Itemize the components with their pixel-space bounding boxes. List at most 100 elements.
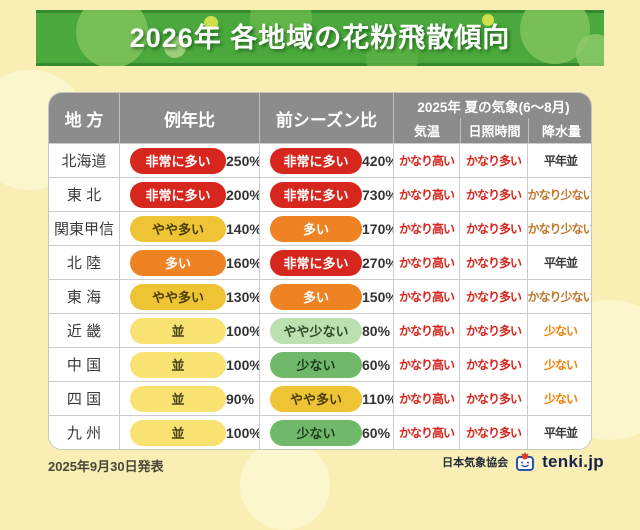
- pollen-level-pill: 並: [130, 385, 226, 412]
- temperature-cell: かなり高い: [393, 246, 459, 279]
- temperature-cell: かなり高い: [393, 314, 459, 347]
- temperature-cell: かなり高い: [393, 416, 459, 449]
- pollen-level-pill: やや多い: [130, 215, 226, 242]
- precipitation-cell: 少ない: [527, 314, 591, 347]
- vs-prev-percent: 110%: [362, 390, 393, 407]
- table-row: 北海道 非常に多い 250% 非常に多い 420% かなり高い かなり多い 平年…: [49, 143, 591, 177]
- vs-average-percent: 160%: [226, 254, 259, 271]
- vs-prev-percent: 420%: [362, 152, 393, 169]
- vs-average-cell: 多い 160%: [119, 246, 259, 279]
- sunshine-cell: かなり多い: [459, 382, 527, 415]
- temperature-cell: かなり高い: [393, 382, 459, 415]
- title-banner: 2026年 各地域の花粉飛散傾向: [36, 10, 604, 66]
- table-row: 四 国 並 90% やや多い 110% かなり高い かなり多い 少ない: [49, 381, 591, 415]
- sunshine-cell: かなり多い: [459, 416, 527, 449]
- header-region: 地 方: [64, 110, 104, 130]
- region-name: 関東甲信: [53, 221, 114, 238]
- vs-average-percent: 250%: [226, 152, 259, 169]
- region-name: 四 国: [66, 391, 102, 408]
- temperature-cell: かなり高い: [393, 280, 459, 313]
- table-header: 地 方 例年比 前シーズン比 2025年 夏の気象(6〜8月) 気温 日照時間 …: [49, 93, 591, 143]
- precipitation-cell: 平年並: [527, 416, 591, 449]
- sunshine-cell: かなり多い: [459, 348, 527, 381]
- pollen-level-pill: 非常に多い: [270, 147, 362, 174]
- temperature-cell: かなり高い: [393, 144, 459, 177]
- sunshine-cell: かなり多い: [459, 246, 527, 279]
- header-sunshine: 日照時間: [460, 118, 528, 143]
- region-name: 東 海: [66, 289, 102, 306]
- pollen-level-pill: 多い: [270, 215, 362, 242]
- region-name: 九 州: [66, 425, 102, 442]
- brand-name: tenki.jp: [542, 452, 604, 471]
- region-name: 中 国: [66, 357, 102, 374]
- vs-prev-percent: 150%: [362, 288, 393, 305]
- vs-prev-percent: 60%: [362, 424, 391, 441]
- vs-prev-season-cell: やや多い 110%: [259, 382, 393, 415]
- precipitation-cell: かなり少ない: [527, 212, 591, 245]
- sunshine-cell: かなり多い: [459, 314, 527, 347]
- pollen-level-pill: 多い: [270, 283, 362, 310]
- vs-average-cell: 並 90%: [119, 382, 259, 415]
- vs-prev-season-cell: 非常に多い 730%: [259, 178, 393, 211]
- pollen-level-pill: 並: [130, 317, 226, 344]
- precipitation-cell: 平年並: [527, 144, 591, 177]
- header-precipitation: 降水量: [528, 118, 591, 143]
- page-title: 2026年 各地域の花粉飛散傾向: [129, 23, 511, 53]
- pollen-level-pill: 非常に多い: [270, 181, 362, 208]
- vs-prev-season-cell: 多い 150%: [259, 280, 393, 313]
- region-name: 近 畿: [66, 323, 102, 340]
- pollen-level-pill: 非常に多い: [270, 249, 362, 276]
- banner-decoration-circle: [76, 10, 148, 66]
- vs-prev-percent: 60%: [362, 356, 391, 373]
- vs-prev-season-cell: やや少ない 80%: [259, 314, 393, 347]
- header-summer-weather-group: 2025年 夏の気象(6〜8月) 気温 日照時間 降水量: [393, 93, 591, 143]
- vs-prev-season-cell: 少ない 60%: [259, 348, 393, 381]
- publish-date: 2025年9月30日発表: [48, 459, 164, 474]
- pollen-level-pill: やや少ない: [270, 317, 362, 344]
- precipitation-cell: かなり少ない: [527, 280, 591, 313]
- vs-prev-percent: 80%: [362, 322, 391, 339]
- background-decoration-dot: [240, 440, 330, 530]
- vs-average-percent: 140%: [226, 220, 259, 237]
- vs-prev-percent: 170%: [362, 220, 393, 237]
- vs-prev-percent: 730%: [362, 186, 393, 203]
- pollen-level-pill: やや多い: [130, 283, 226, 310]
- banner-decoration-circle: [164, 36, 186, 58]
- vs-prev-season-cell: 多い 170%: [259, 212, 393, 245]
- vs-average-percent: 130%: [226, 288, 259, 305]
- vs-average-cell: 並 100%: [119, 314, 259, 347]
- banner-decoration-circle: [366, 32, 418, 66]
- region-name: 東 北: [66, 187, 102, 204]
- region-name: 北 陸: [66, 255, 102, 272]
- pollen-level-pill: 並: [130, 419, 226, 446]
- banner-decoration-circle: [576, 34, 604, 66]
- sunshine-cell: かなり多い: [459, 144, 527, 177]
- table-row: 近 畿 並 100% やや少ない 80% かなり高い かなり多い 少ない: [49, 313, 591, 347]
- banner-decoration-circle: [482, 14, 494, 26]
- vs-average-cell: 並 100%: [119, 348, 259, 381]
- vs-average-cell: 非常に多い 250%: [119, 144, 259, 177]
- precipitation-cell: 少ない: [527, 382, 591, 415]
- temperature-cell: かなり高い: [393, 178, 459, 211]
- tenki-logo-icon: [516, 452, 535, 471]
- table-row: 中 国 並 100% 少ない 60% かなり高い かなり多い 少ない: [49, 347, 591, 381]
- table-row: 東 海 やや多い 130% 多い 150% かなり高い かなり多い かなり少ない: [49, 279, 591, 313]
- vs-average-cell: やや多い 140%: [119, 212, 259, 245]
- pollen-forecast-table: 地 方 例年比 前シーズン比 2025年 夏の気象(6〜8月) 気温 日照時間 …: [48, 92, 592, 450]
- organization-name: 日本気象協会: [442, 457, 509, 469]
- header-temperature: 気温: [413, 124, 440, 139]
- banner-decoration-circle: [204, 16, 218, 30]
- region-name: 北海道: [61, 153, 107, 170]
- precipitation-cell: 平年並: [527, 246, 591, 279]
- precipitation-cell: かなり少ない: [527, 178, 591, 211]
- pollen-level-pill: やや多い: [270, 385, 362, 412]
- footer-branding: 日本気象協会 tenki.jp: [442, 452, 604, 472]
- vs-average-percent: 100%: [226, 424, 259, 441]
- header-summer-weather-title: 2025年 夏の気象(6〜8月): [417, 99, 570, 115]
- vs-prev-percent: 270%: [362, 254, 393, 271]
- vs-average-cell: やや多い 130%: [119, 280, 259, 313]
- vs-prev-season-cell: 非常に多い 270%: [259, 246, 393, 279]
- vs-average-cell: 並 100%: [119, 416, 259, 449]
- table-row: 東 北 非常に多い 200% 非常に多い 730% かなり高い かなり多い かな…: [49, 177, 591, 211]
- pollen-level-pill: 少ない: [270, 351, 362, 378]
